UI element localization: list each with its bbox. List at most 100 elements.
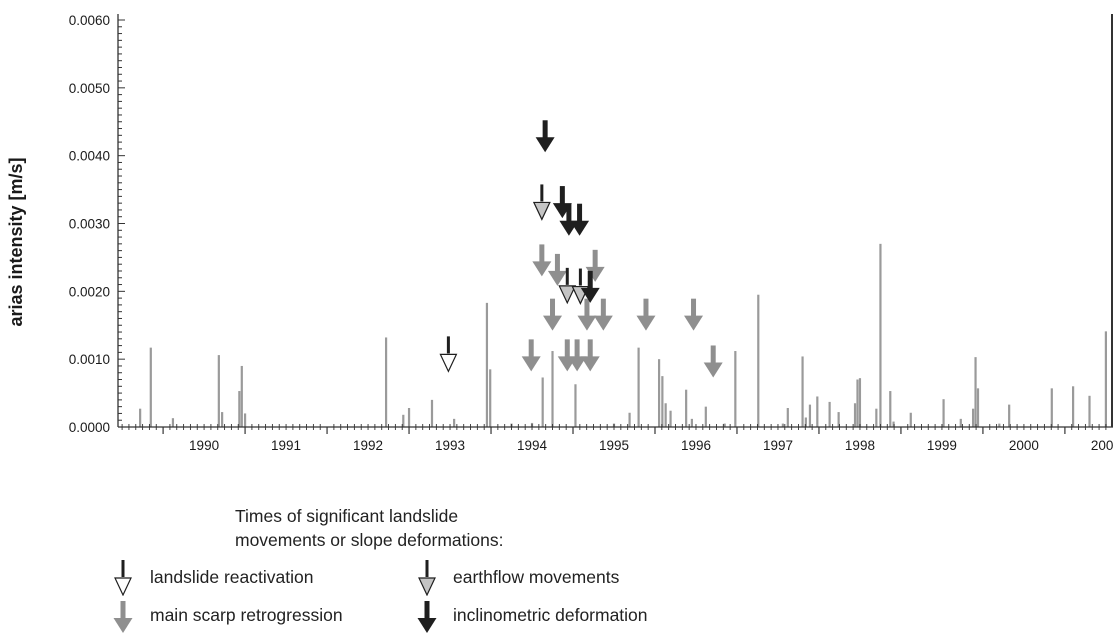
data-bar (998, 423, 1001, 427)
scarp-arrow-icon (113, 601, 133, 633)
data-bar (723, 423, 726, 427)
data-bar (942, 399, 945, 427)
y-tick-label: 0.0060 (69, 13, 110, 28)
earthflow-arrow-head (558, 285, 577, 305)
earthflow-arrow-icon (571, 268, 590, 305)
data-bar (801, 356, 804, 427)
data-bar (853, 403, 857, 427)
data-bar (786, 408, 789, 427)
x-tick-label: 1995 (599, 438, 629, 453)
data-bar (1104, 331, 1108, 427)
scarp-arrow-head (543, 315, 563, 331)
inclinometric-arrow-icon (535, 120, 555, 153)
legend-title-line-1: Times of significant landslide (235, 506, 459, 526)
scarp-arrow-icon (593, 298, 613, 331)
reactivation-arrow-icon (439, 336, 458, 373)
earthflow-arrow-icon (418, 560, 436, 596)
data-bar (685, 389, 688, 427)
scarp-arrow-shaft (710, 345, 716, 364)
legend-title: Times of significant landslide movements… (235, 504, 503, 552)
earthflow-arrow-shaft (565, 267, 569, 285)
reactivation-arrow-icon (114, 560, 132, 596)
inclinometric-arrow-icon (570, 203, 590, 236)
data-bar (976, 388, 980, 427)
data-bar (628, 412, 631, 427)
data-bar (959, 418, 962, 427)
scarp-arrow-icon (580, 339, 600, 372)
data-bar (453, 418, 456, 427)
scarp-arrow-head (684, 315, 704, 331)
scarp-arrow-shaft (691, 298, 697, 317)
data-bar (402, 414, 405, 427)
data-bar (171, 418, 175, 427)
scarp-arrow-icon (684, 298, 704, 331)
scarp-arrow-shaft (643, 298, 649, 317)
data-bar (240, 365, 243, 427)
legend-label-reactivation: landslide reactivation (150, 567, 314, 587)
data-bar (661, 376, 664, 427)
data-bar (657, 359, 661, 427)
x-tick-label: 1990 (189, 438, 219, 453)
data-bar (909, 412, 912, 427)
x-tick-label: 2001 (1091, 438, 1114, 453)
data-bar (971, 408, 975, 427)
axes-layer: 0.0000 0.0010 0.0020 0.0030 0.0040 0.0050 0.00… (69, 13, 1114, 453)
inclinometric-arrow-head (417, 618, 437, 633)
scarp-arrow-head (532, 261, 552, 277)
x-tick-label: 1993 (435, 438, 465, 453)
data-bar (485, 302, 489, 427)
data-bar (804, 417, 807, 427)
scarp-arrow-head (577, 315, 597, 331)
scarp-arrow-shaft (584, 298, 590, 317)
data-bar (541, 377, 544, 427)
reactivation-arrow-head (439, 353, 458, 373)
x-tick-label: 1992 (353, 438, 383, 453)
data-bar (828, 401, 831, 427)
scarp-arrow-icon (636, 298, 656, 331)
y-axis-label: arias intensity [m/s] (6, 157, 26, 326)
data-bar (407, 408, 411, 427)
earthflow-arrow-shaft (425, 560, 429, 577)
scarp-arrow-shaft (550, 298, 556, 317)
data-bar (974, 357, 977, 427)
legend-title-line-2: movements or slope deformations: (235, 530, 504, 550)
data-bar (430, 399, 434, 427)
inclinometric-arrow-shaft (587, 270, 593, 289)
data-bar (551, 351, 554, 427)
data-bar (757, 294, 760, 427)
x-tick-label: 1996 (681, 438, 711, 453)
data-bar (889, 391, 892, 427)
data-bar (816, 396, 819, 427)
scarp-arrow-icon (521, 339, 541, 372)
reactivation-arrow-head (114, 577, 132, 596)
data-bar (149, 347, 152, 427)
data-bar (856, 379, 859, 427)
legend-label-scarp: main scarp retrogression (150, 605, 343, 625)
data-bar (384, 337, 388, 427)
data-bar (875, 408, 878, 427)
x-tick-label: 1991 (271, 438, 301, 453)
scarp-arrow-icon (543, 298, 563, 331)
data-bar (1050, 388, 1053, 427)
inclinometric-arrow-icon (417, 601, 437, 633)
data-bar (781, 423, 784, 427)
scarp-arrow-icon (567, 339, 587, 372)
data-bar (808, 404, 812, 427)
inclinometric-arrow-head (580, 287, 600, 303)
scarp-arrow-head (547, 270, 567, 286)
scarp-arrow-icon (532, 244, 552, 277)
scarp-arrow-shaft (574, 339, 580, 358)
data-bar (637, 347, 640, 427)
scarp-arrow-icon (577, 298, 597, 331)
scarp-arrow-icon (585, 249, 605, 282)
x-tick-label: 1999 (927, 438, 957, 453)
scarp-arrow-head (521, 356, 541, 372)
earthflow-arrow-head (418, 577, 436, 596)
y-tick-label: 0.0030 (69, 217, 110, 232)
inclinometric-arrow-icon (580, 270, 600, 303)
scarp-arrow-head (636, 315, 656, 331)
scarp-arrow-shaft (528, 339, 534, 358)
scarp-arrow-head (585, 266, 605, 282)
inclinometric-arrow-head (570, 220, 590, 236)
inclinometric-arrow-shaft (566, 203, 572, 222)
